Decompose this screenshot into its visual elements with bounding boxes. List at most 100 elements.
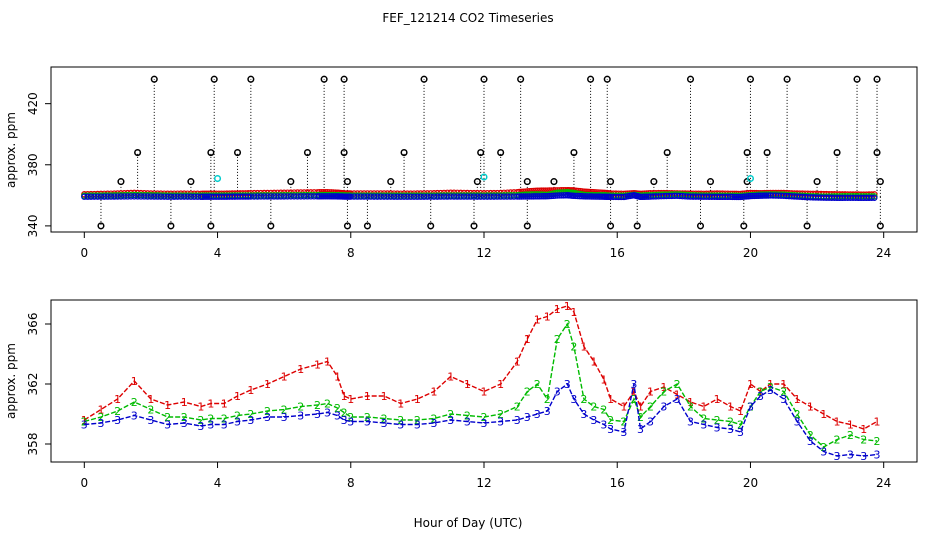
baseline-point-3 (524, 193, 531, 200)
baseline-point-3 (94, 193, 101, 200)
panel-top-xtick-label: 20 (743, 246, 758, 260)
baseline-point-3 (127, 193, 135, 200)
baseline-point-3 (400, 193, 408, 200)
panel-top-baseline-band (81, 186, 878, 202)
baseline-point-3 (735, 193, 742, 201)
baseline-point-3 (111, 193, 118, 200)
series-2-point: 2 (524, 386, 531, 399)
baseline-point-3 (430, 193, 438, 200)
baseline-point-3 (197, 193, 205, 200)
baseline-point-3 (580, 193, 588, 200)
baseline-point-3 (514, 193, 521, 200)
series-2-point: 2 (780, 386, 787, 399)
series-3-point: 3 (687, 416, 694, 429)
baseline-point-3 (536, 193, 543, 200)
series-2-point: 2 (481, 411, 488, 424)
series-2-point: 2 (607, 414, 614, 427)
baseline-point-3 (328, 193, 335, 200)
series-3-point: 3 (481, 417, 488, 430)
spike-point (587, 75, 595, 83)
baseline-point-3 (641, 193, 648, 200)
baseline-point-3 (380, 193, 388, 200)
spike-point (746, 75, 755, 83)
spike-point (213, 174, 222, 183)
series-3-point: 3 (660, 401, 667, 414)
series-2-point: 2 (347, 411, 354, 424)
baseline-point-3 (390, 193, 398, 200)
series-1-point: 1 (687, 396, 694, 409)
baseline-point-3 (257, 193, 265, 200)
baseline-point-3 (457, 193, 464, 200)
baseline-point-3 (254, 193, 261, 200)
baseline-point-3 (184, 193, 191, 200)
spike-point (603, 75, 611, 83)
series-3-point: 3 (147, 414, 154, 427)
series-3-point: 3 (630, 378, 637, 391)
series-2-point: 2 (737, 419, 744, 432)
baseline-point-3 (307, 193, 314, 200)
baseline-point-3 (144, 193, 151, 200)
baseline-point-3 (181, 193, 188, 200)
series-1-point: 1 (767, 378, 774, 391)
baseline-point-3 (284, 193, 291, 200)
series-3-point: 3 (780, 393, 787, 406)
baseline-point-3 (297, 193, 305, 200)
baseline-point-3 (177, 193, 185, 200)
baseline-point-3 (280, 193, 288, 200)
baseline-point-3 (354, 193, 361, 200)
series-2-point: 2 (464, 410, 471, 423)
series-2-point: 2 (534, 378, 541, 391)
series-2-point: 2 (381, 413, 388, 426)
spike-point (320, 75, 328, 83)
series-3-point: 3 (514, 414, 521, 427)
panel-bottom-ytick-label: 366 (26, 313, 40, 336)
series-2-point: 2 (637, 411, 644, 424)
baseline-point-3 (300, 193, 308, 200)
series-1-point: 1 (737, 405, 744, 418)
baseline-point-3 (404, 193, 411, 200)
series-1-point: 1 (324, 356, 331, 369)
spike-point (517, 75, 525, 83)
baseline-point-3 (267, 193, 275, 200)
series-2-point: 2 (514, 401, 521, 414)
baseline-point-3 (556, 192, 563, 199)
series-1-point: 1 (714, 393, 721, 406)
spike-point (607, 178, 615, 186)
spike-point (876, 178, 884, 186)
series-1-point: 1 (197, 401, 204, 414)
baseline-point-3 (727, 193, 734, 201)
series-1-point: 1 (807, 401, 814, 414)
baseline-point-3 (161, 193, 168, 200)
baseline-point-3 (868, 194, 875, 201)
spike-point (150, 75, 158, 83)
series-1-point: 1 (727, 401, 734, 414)
baseline-point-3 (318, 193, 325, 200)
series-1-point: 1 (431, 386, 438, 399)
baseline-point-3 (532, 193, 539, 200)
baseline-point-3 (747, 192, 754, 200)
series-3-point: 3 (590, 414, 597, 427)
baseline-point-3 (350, 193, 358, 200)
baseline-point-3 (304, 193, 311, 200)
baseline-point-3 (639, 193, 646, 201)
series-3-point: 3 (570, 393, 577, 406)
series-3-point: 3 (247, 414, 254, 427)
series-1-point: 1 (554, 303, 561, 316)
spike-point (233, 149, 242, 157)
series-3-point: 3 (381, 417, 388, 430)
panel-top-ytick-label: 380 (26, 153, 40, 176)
spike-point (876, 222, 884, 230)
baseline-point-3 (444, 193, 451, 200)
baseline-point-3 (410, 193, 418, 200)
panel-top-ylabel: approx. ppm (4, 112, 18, 188)
series-2-point: 2 (847, 429, 854, 442)
baseline-point-3 (420, 193, 428, 200)
series-3-point: 3 (364, 416, 371, 429)
series-2-point: 2 (147, 404, 154, 417)
spike-point (210, 75, 218, 83)
baseline-point-3 (464, 193, 471, 200)
series-2-point: 2 (860, 434, 867, 447)
series-2-point: 2 (834, 434, 841, 447)
series-2-point: 2 (660, 386, 667, 399)
